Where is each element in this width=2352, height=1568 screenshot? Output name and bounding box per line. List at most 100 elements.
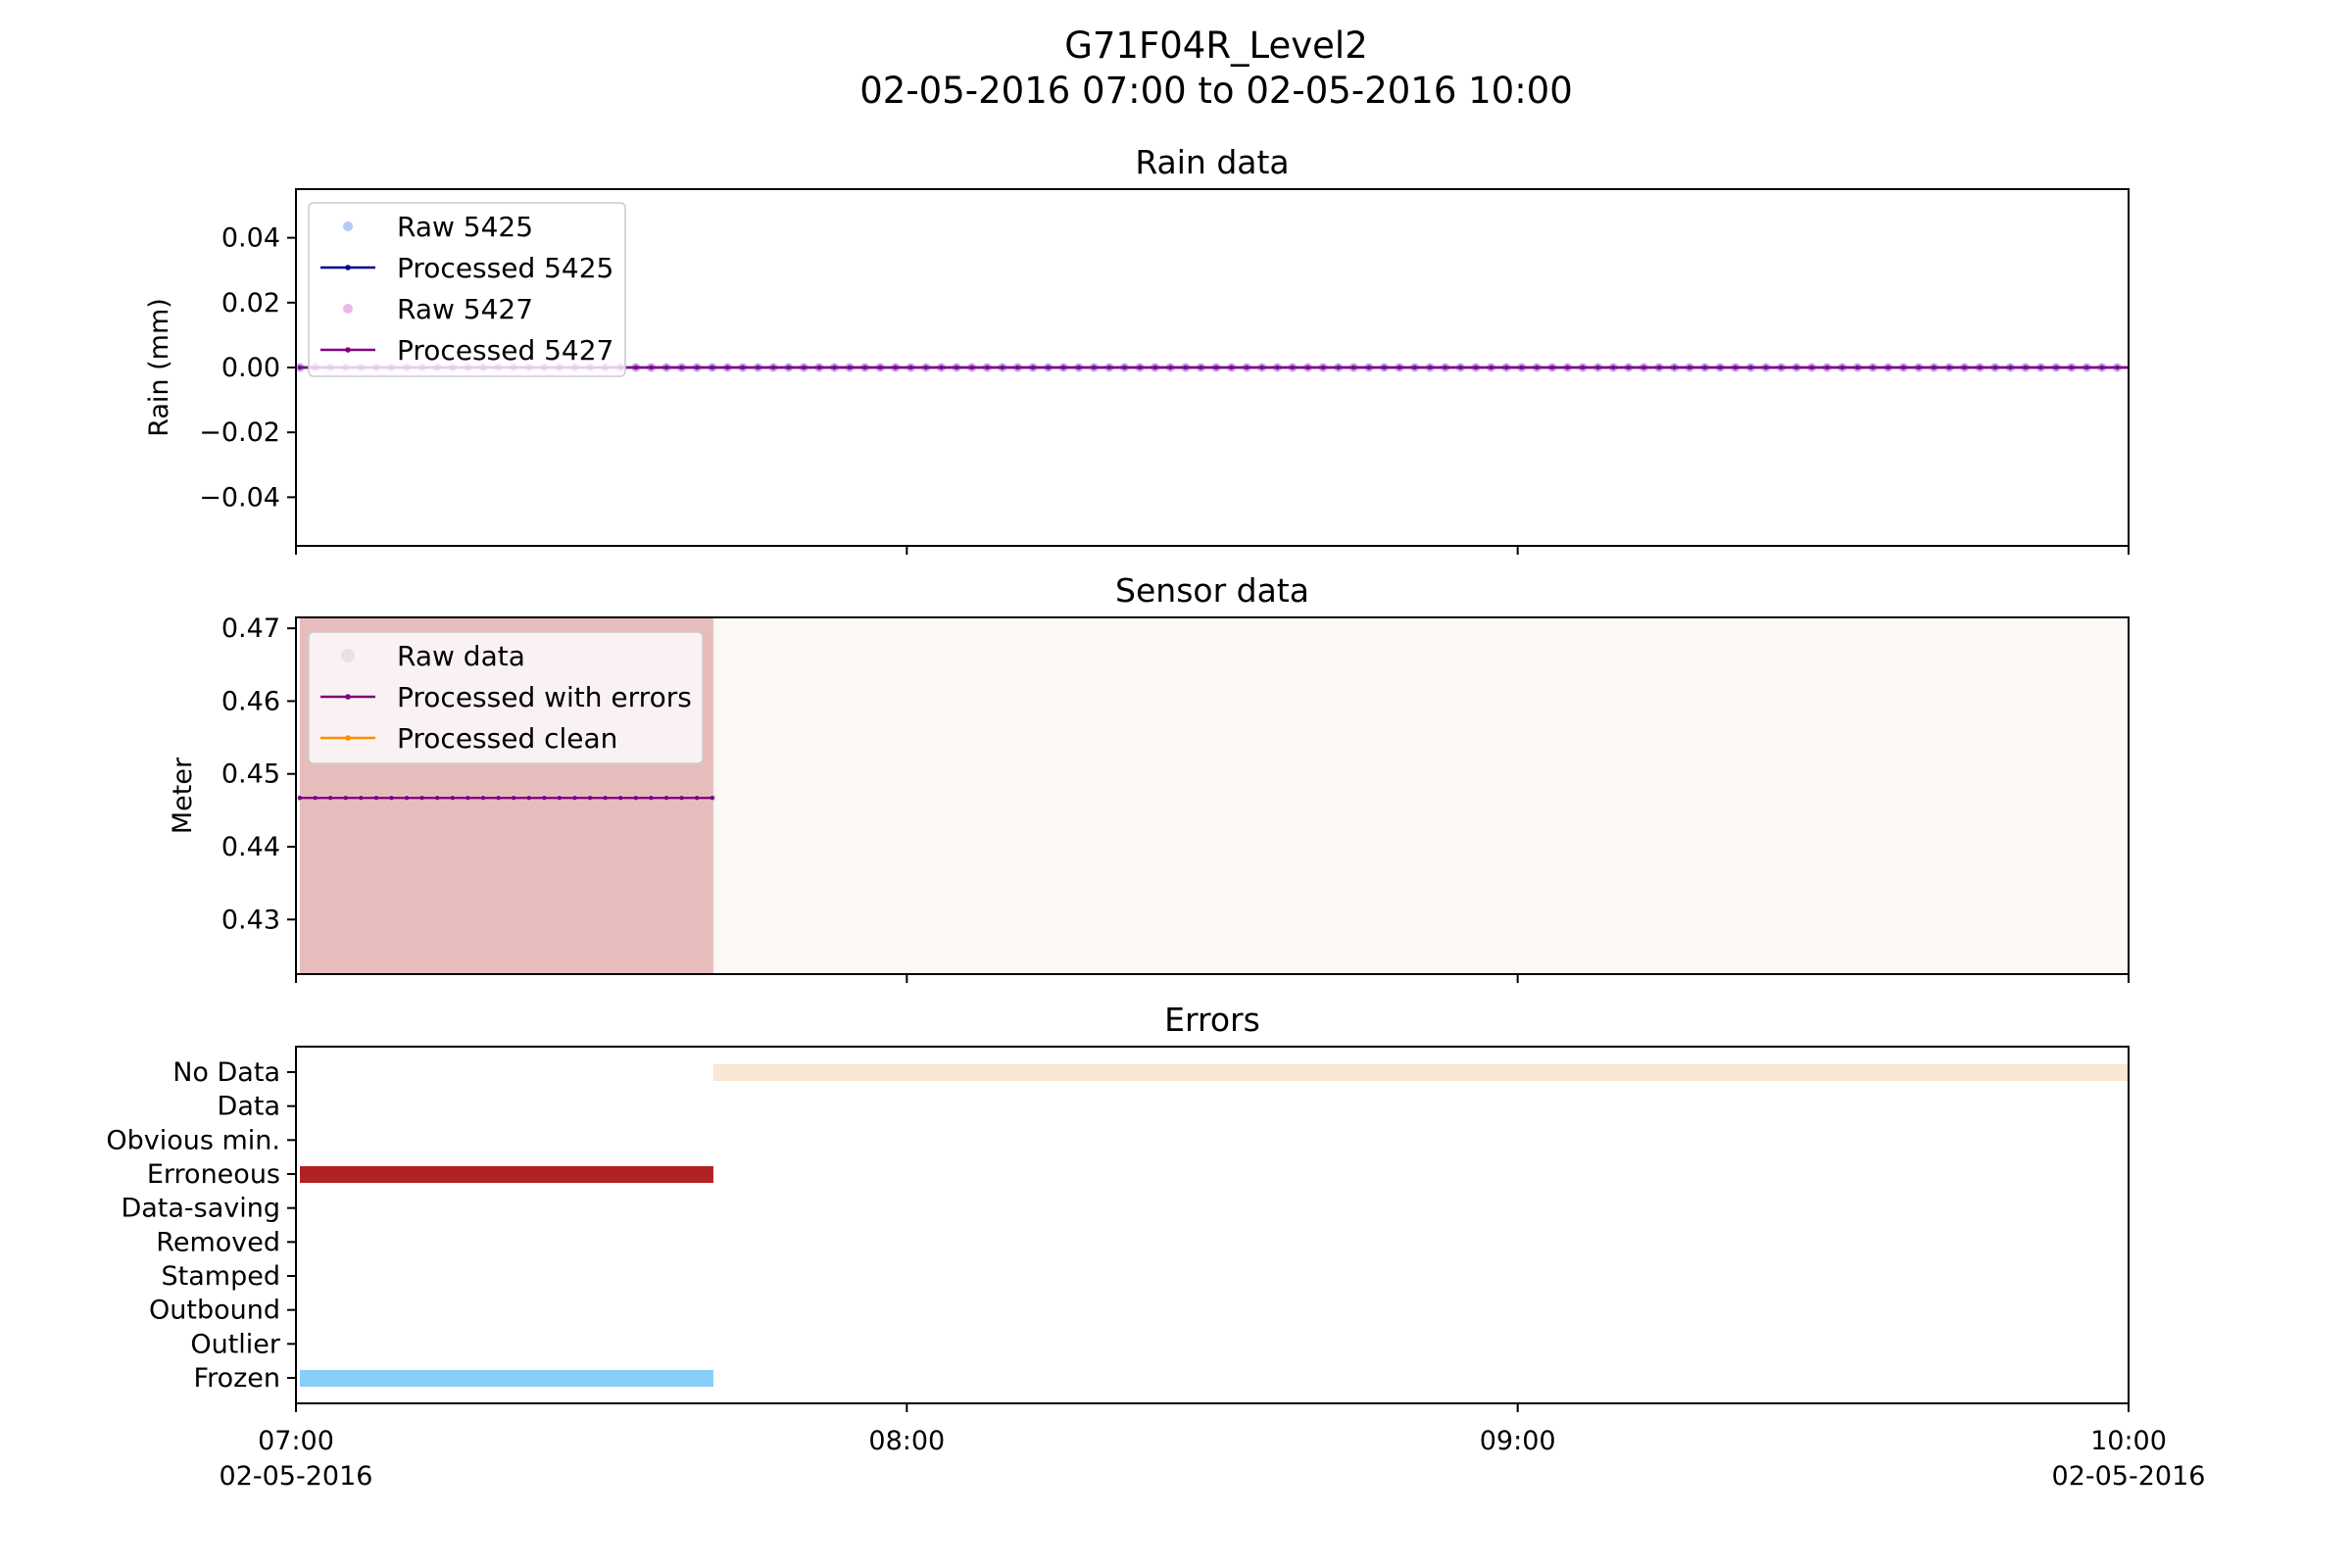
- data-point: [1825, 365, 1830, 370]
- data-point: [1229, 365, 1234, 370]
- data-point: [1305, 365, 1310, 370]
- error-bar-no-data: [712, 1064, 2129, 1081]
- x-tick-date-label: 02-05-2016: [2052, 1461, 2206, 1492]
- data-point: [1626, 365, 1631, 370]
- data-point: [1733, 365, 1739, 370]
- x-tick-label: 09:00: [1480, 1426, 1556, 1456]
- data-point: [710, 796, 714, 801]
- legend-label: Processed 5427: [397, 334, 613, 367]
- data-point: [633, 365, 639, 370]
- y-tick-label: 0.45: [221, 760, 280, 790]
- sensor-y-axis-label: Meter: [168, 757, 198, 834]
- data-point: [1046, 365, 1051, 370]
- data-point: [1168, 365, 1173, 370]
- data-point: [327, 796, 333, 801]
- data-point: [1886, 365, 1890, 370]
- plot-frame: [295, 1046, 2130, 1404]
- legend-frame: [308, 202, 626, 377]
- data-point: [313, 796, 318, 801]
- data-point: [618, 796, 623, 801]
- data-point: [1503, 365, 1509, 370]
- legend-marker: [345, 735, 351, 741]
- data-point: [832, 365, 837, 370]
- data-point: [1152, 365, 1157, 370]
- y-tick-label: 0.47: [221, 613, 280, 644]
- legend-marker: [345, 694, 351, 700]
- data-point: [1656, 365, 1662, 370]
- data-point: [2023, 365, 2029, 370]
- data-point: [1839, 365, 1845, 370]
- data-point: [1763, 365, 1769, 370]
- data-point: [373, 796, 379, 801]
- data-point: [1259, 365, 1264, 370]
- rain-chart: Rain data Rain (mm) 0.04 0.02 0.00 −0.02 −0.…: [144, 143, 2130, 555]
- category-label: Outbound: [149, 1296, 280, 1326]
- data-point: [1916, 365, 1922, 370]
- data-point: [1000, 365, 1005, 370]
- y-tick-label: −0.04: [199, 482, 280, 513]
- data-point: [1932, 365, 1936, 370]
- data-point: [694, 365, 700, 370]
- data-point: [1092, 365, 1097, 370]
- data-point: [1076, 365, 1081, 370]
- data-point: [1549, 365, 1555, 370]
- data-point: [526, 796, 531, 801]
- data-point: [480, 796, 486, 801]
- category-label: Frozen: [194, 1363, 281, 1394]
- data-point: [343, 796, 348, 801]
- legend-marker: [345, 347, 351, 353]
- legend-item: Raw 5427: [343, 293, 533, 325]
- data-point: [1992, 365, 1997, 370]
- category-label: Data: [218, 1092, 280, 1122]
- data-point: [1702, 365, 1707, 370]
- category-label: Data-saving: [121, 1194, 280, 1224]
- data-point: [1977, 365, 1983, 370]
- data-point: [1519, 365, 1524, 370]
- data-point: [2069, 365, 2074, 370]
- data-point: [1351, 365, 1356, 370]
- data-point: [587, 796, 593, 801]
- data-point: [1718, 365, 1723, 370]
- legend-marker: [343, 221, 353, 231]
- data-point: [297, 365, 303, 370]
- legend-item: Processed with errors: [320, 681, 692, 713]
- category-label: Erroneous: [147, 1159, 280, 1190]
- data-point: [969, 365, 974, 370]
- data-point: [450, 796, 456, 801]
- data-point: [1122, 365, 1127, 370]
- data-point: [1809, 365, 1814, 370]
- data-point: [1672, 365, 1677, 370]
- data-point: [1199, 365, 1203, 370]
- legend-label: Raw data: [397, 640, 525, 672]
- background-band: [712, 617, 2129, 974]
- data-point: [1535, 365, 1540, 370]
- data-point: [1870, 365, 1876, 370]
- legend-marker: [343, 304, 353, 314]
- data-point: [923, 365, 929, 370]
- legend: Raw data Processed with errors Processed c…: [308, 631, 704, 764]
- legend-item: Processed 5425: [320, 252, 613, 284]
- data-point: [1382, 365, 1387, 370]
- category-label: Obvious min.: [106, 1125, 280, 1155]
- data-point: [496, 796, 501, 801]
- data-point: [1183, 365, 1189, 370]
- data-point: [1106, 365, 1112, 370]
- data-point: [1060, 365, 1066, 370]
- data-point: [1030, 365, 1036, 370]
- legend-marker: [341, 649, 355, 662]
- category-label: Stamped: [162, 1261, 280, 1292]
- data-point: [694, 796, 700, 801]
- data-point: [297, 796, 303, 801]
- legend-label: Processed clean: [397, 722, 617, 755]
- data-point: [1213, 365, 1219, 370]
- data-point: [557, 796, 563, 801]
- category-label: Outlier: [190, 1329, 281, 1359]
- data-point: [1687, 365, 1692, 370]
- plot-frame: [295, 616, 2130, 975]
- data-point: [663, 796, 669, 801]
- data-point: [542, 796, 547, 801]
- data-point: [1473, 365, 1479, 370]
- data-point: [1427, 365, 1433, 370]
- data-point: [511, 796, 516, 801]
- legend-item: Raw 5425: [343, 211, 533, 243]
